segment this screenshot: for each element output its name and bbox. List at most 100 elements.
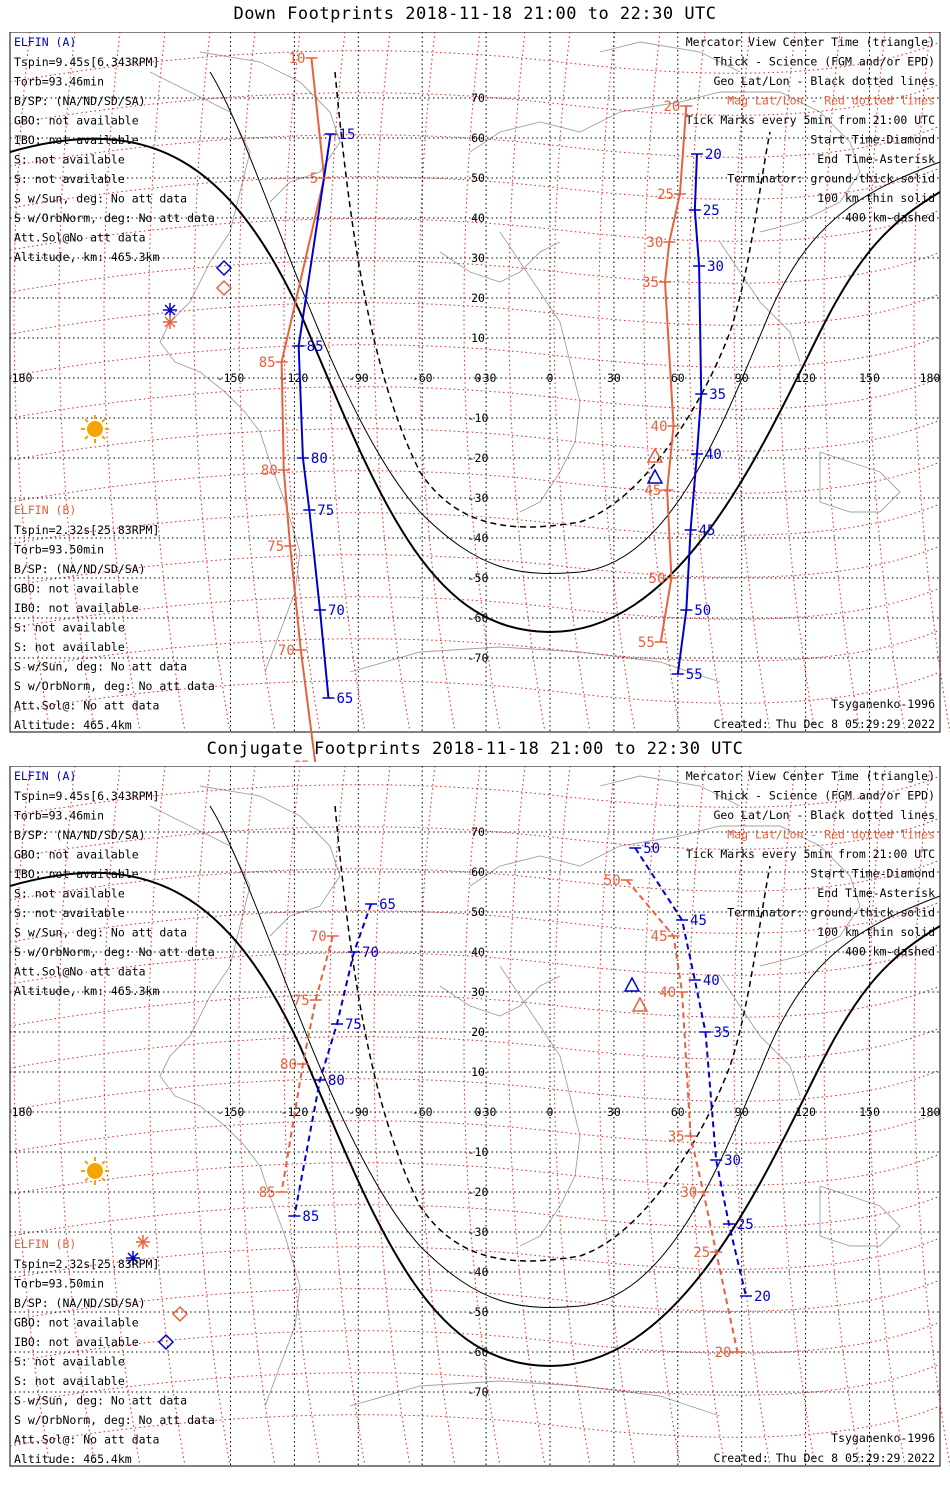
elfin-a-tick-label: 40 <box>703 973 720 989</box>
elfin-a-mag-tick-label: 30 <box>646 235 663 251</box>
legend-line: Geo Lat/Lon - Black dotted lines <box>713 808 935 822</box>
model-label: Tsyganenko-1996 <box>831 697 935 711</box>
lon-tick-label: -90 <box>348 1105 369 1119</box>
legend-line: Start Time-Diamond <box>810 867 935 881</box>
mag-lon-line <box>778 32 816 733</box>
elfin-a-tick-label: 50 <box>694 603 711 619</box>
elfin-b-info-line: Altitude: 465.4km <box>14 1452 132 1466</box>
elfin-a-info-line: Torb=93.46min <box>14 809 104 823</box>
elfin-b-info-line: Torb=93.50min <box>14 1277 104 1291</box>
lat-tick-label: -20 <box>468 1185 489 1199</box>
mag-lon-line <box>823 32 861 733</box>
terminator-ground <box>9 137 941 634</box>
elfin-b-tick-label: 65 <box>336 691 353 707</box>
lon-tick-label: 180 <box>12 371 33 385</box>
elfin-a-tick-label: 30 <box>724 1153 741 1169</box>
mag-lon-line <box>283 32 321 733</box>
elfin-b-info: ELFIN (B) Tspin=2.32s[25.83RPM] Torb=93.50… <box>14 1237 215 1466</box>
elfin-a-info-line: S: not available <box>14 153 125 167</box>
elfin-a-tick-label: 45 <box>699 523 716 539</box>
mag-lon-line <box>328 32 366 733</box>
elfin-a-tick-label: 35 <box>713 1025 730 1041</box>
elfin-b-track-mag <box>280 935 334 1193</box>
coastline-2 <box>469 91 861 233</box>
lat-tick-label: -40 <box>468 531 489 545</box>
elfin-a-tick-label: 50 <box>643 841 660 857</box>
lat-tick-label: 30 <box>471 251 485 265</box>
lon-tick-label: 60 <box>671 371 685 385</box>
lon-tick-label: -150 <box>217 1105 245 1119</box>
down-footprints-title: Down Footprints 2018-11-18 21:00 to 22:3… <box>233 4 717 24</box>
model-label: Tsyganenko-1996 <box>831 1431 935 1445</box>
elfin-b-mag-tick-label: 80 <box>280 1057 297 1073</box>
mag-lon-line <box>13 32 51 733</box>
lon-tick-label: 30 <box>607 1105 621 1119</box>
mag-lon-line <box>913 32 950 733</box>
elfin-b-info-line: S w/OrbNorm, deg: No att data <box>14 679 215 693</box>
elfin-b-tick-label: 75 <box>345 1017 362 1033</box>
legend-line: Mag Lat/Lon - Red dotted lines <box>727 94 935 108</box>
elfin-a-info-line: S: not available <box>14 906 125 920</box>
elfin-b-mag-tick-label: 70 <box>278 643 295 659</box>
elfin-a-mag-tick-label: 30 <box>681 1185 698 1201</box>
mag-lon-line <box>418 766 456 1467</box>
legend-line: 400 km-dashed <box>845 945 935 959</box>
end-asterisk-b-mag <box>136 1235 150 1249</box>
mag-lon-line <box>688 766 726 1467</box>
center-triangle <box>623 976 641 992</box>
elfin-b-track <box>297 133 332 699</box>
elfin-a-mag-tick-label: 35 <box>668 1129 685 1145</box>
elfin-b-mag-tick-label: 70 <box>310 929 327 945</box>
elfin-b-tick-label: 65 <box>379 897 396 913</box>
elfin-b-tick-label: 75 <box>317 503 334 519</box>
coastline-8 <box>599 775 741 807</box>
mag-lon-line <box>58 766 96 1467</box>
elfin-a-tick-label: 30 <box>707 259 724 275</box>
conjugate-footprints-map: 180 -150 -120 -90 -60 -30 0 30 60 90 120 150 1807060… <box>9 766 950 1467</box>
elfin-b-info-line: S w/Sun, deg: No att data <box>14 660 187 674</box>
elfin-b-info: ELFIN (B) Tspin=2.32s[25.83RPM] Torb=93.50… <box>14 503 215 732</box>
elfin-a-info-line: B/SP: (NA/ND/SD/SA) <box>14 94 146 108</box>
mag-lon-line <box>643 766 681 1467</box>
coastline-1 <box>199 785 341 937</box>
mag-lon-line <box>733 766 771 1467</box>
coastline-7 <box>349 1380 721 1417</box>
end-asterisk-a <box>163 303 177 317</box>
lat-tick-label: 40 <box>471 211 485 225</box>
elfin-b-info-line: S: not available <box>14 640 125 654</box>
mag-lon-line <box>463 766 501 1467</box>
legend-line: Thick - Science (FGM and/or EPD) <box>713 789 935 803</box>
elfin-a-info-line: S w/Sun, deg: No att data <box>14 926 187 940</box>
sun-ray <box>84 1160 89 1165</box>
coastline-4 <box>439 241 561 283</box>
elfin-a-tick-label: 40 <box>705 447 722 463</box>
lon-tick-label: -30 <box>476 1105 497 1119</box>
mag-lon-line <box>733 32 771 733</box>
legend-line: 100 km-thin solid <box>817 191 935 205</box>
elfin-a-mag-tick-label: 55 <box>638 635 655 651</box>
lat-tick-label: 40 <box>471 945 485 959</box>
elfin-a-info-line: IBO: not available <box>14 133 139 147</box>
center-triangle <box>646 468 664 484</box>
elfin-b-info-line: Tspin=2.32s[25.83RPM] <box>14 1257 159 1271</box>
elfin-b-info-line: IBO: not available <box>14 1335 139 1349</box>
elfin-a-tick-label: 25 <box>737 1217 754 1233</box>
elfin-b-tick-label: 70 <box>328 603 345 619</box>
lon-tick-label: 150 <box>859 371 880 385</box>
mag-lon-line <box>508 766 546 1467</box>
elfin-a-mag-tick-label: 40 <box>651 419 668 435</box>
end-asterisk-b <box>126 1251 140 1265</box>
elfin-a-info-line: GBO: not available <box>14 848 139 862</box>
sun-ray <box>101 435 106 440</box>
lat-tick-label: 0 <box>475 371 482 385</box>
elfin-a-tick-label: 35 <box>709 387 726 403</box>
mag-lon-line <box>373 32 411 733</box>
coastline-7 <box>349 646 721 683</box>
legend-line: Terminator: ground-thick solid <box>727 172 935 186</box>
elfin-a-info-line: Torb=93.46min <box>14 75 104 89</box>
elfin-b-info-line: Att.Sol@: No att data <box>14 1433 159 1447</box>
lat-tick-label: -50 <box>468 1305 489 1319</box>
lat-tick-label: 70 <box>471 825 485 839</box>
elfin-a-info-line: Att.Sol@No att data <box>14 231 146 245</box>
elfin-a-tick-label: 45 <box>690 913 707 929</box>
